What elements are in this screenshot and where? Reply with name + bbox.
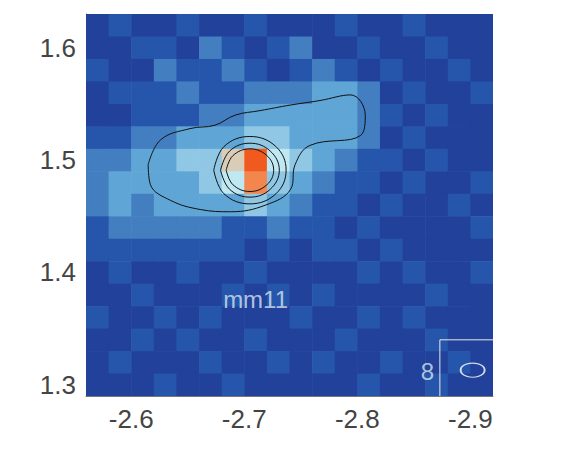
svg-text:1.6: 1.6	[40, 33, 76, 63]
svg-text:1.3: 1.3	[40, 370, 76, 400]
svg-text:1.5: 1.5	[40, 145, 76, 175]
svg-text:-2.8: -2.8	[335, 404, 380, 434]
svg-text:-2.9: -2.9	[448, 404, 493, 434]
svg-text:1.4: 1.4	[40, 257, 76, 287]
svg-text:mm11: mm11	[223, 286, 288, 313]
svg-text:-2.6: -2.6	[109, 404, 154, 434]
svg-text:8: 8	[421, 358, 434, 385]
svg-text:-2.7: -2.7	[222, 404, 267, 434]
